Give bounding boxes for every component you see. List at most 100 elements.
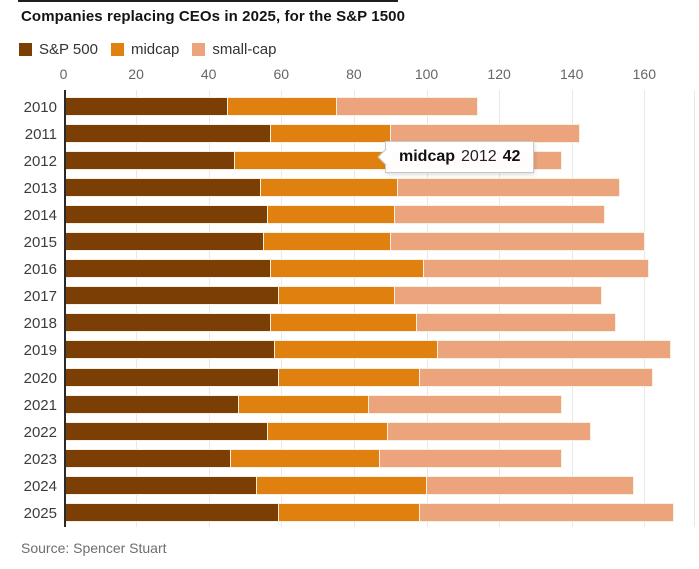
legend-swatch-midcap	[110, 43, 124, 56]
x-tick-label-160: 160	[632, 66, 656, 82]
bar-segment-midcap-2012[interactable]	[235, 151, 388, 171]
tooltip-value: 42	[502, 148, 521, 165]
bar-segment-midcap-2014[interactable]	[267, 205, 395, 225]
bar-segment-midcap-2010[interactable]	[227, 97, 337, 116]
y-axis-label-2022: 2022	[23, 423, 57, 441]
bar-segment-smallcap-2019[interactable]	[438, 340, 671, 360]
bar-segment-sp500-2025[interactable]	[64, 502, 279, 522]
bar-segment-sp500-2012[interactable]	[64, 151, 236, 171]
tooltip-year: 2012	[461, 148, 497, 165]
bar-segment-sp500-2023[interactable]	[64, 448, 232, 468]
bar-segment-midcap-2015[interactable]	[264, 232, 392, 252]
bar-segment-midcap-2017[interactable]	[278, 286, 395, 306]
bar-segment-smallcap-2016[interactable]	[423, 259, 649, 279]
bar-segment-midcap-2018[interactable]	[271, 313, 417, 333]
tooltip: midcap 2012 42	[377, 141, 535, 173]
bar-segment-midcap-2011[interactable]	[271, 124, 392, 144]
bar-segment-smallcap-2014[interactable]	[394, 205, 606, 225]
bar-row-2020	[64, 367, 653, 387]
bar-segment-sp500-2016[interactable]	[64, 259, 272, 279]
y-axis-label-2025: 2025	[23, 504, 57, 522]
legend: S&P 500 midcap small-cap	[19, 41, 277, 58]
legend-swatch-smallcap	[192, 43, 206, 56]
bar-segment-sp500-2019[interactable]	[64, 340, 276, 360]
bar-segment-smallcap-2023[interactable]	[380, 448, 562, 468]
gridline	[644, 90, 646, 527]
bar-segment-smallcap-2017[interactable]	[394, 286, 602, 306]
bar-row-2022	[64, 421, 591, 441]
bar-row-2023	[64, 448, 562, 468]
bar-segment-midcap-2020[interactable]	[278, 367, 421, 387]
x-tick-label-20: 20	[128, 66, 144, 82]
bar-segment-sp500-2024[interactable]	[64, 475, 257, 495]
bar-segment-sp500-2022[interactable]	[64, 421, 268, 441]
bar-segment-smallcap-2021[interactable]	[369, 394, 562, 414]
bar-segment-sp500-2020[interactable]	[64, 367, 279, 387]
bar-segment-smallcap-2024[interactable]	[427, 475, 635, 495]
bar-segment-midcap-2021[interactable]	[238, 394, 370, 414]
x-axis-tick-labels: 0 20 40 60 80 100 120 140 160	[0, 66, 699, 84]
bar-segment-midcap-2022[interactable]	[267, 421, 388, 441]
y-axis-label-2010: 2010	[23, 99, 57, 116]
bar-row-2018	[64, 313, 617, 333]
x-tick-label-60: 60	[273, 66, 290, 82]
y-axis-line	[63, 90, 66, 527]
legend-item-sp500[interactable]: S&P 500	[19, 41, 98, 58]
legend-item-midcap[interactable]: midcap	[110, 41, 180, 58]
plot-area: midcap 2012 42 2010 2011 2012 2013 2014 2015 2…	[0, 90, 699, 528]
bar-segment-midcap-2025[interactable]	[278, 502, 421, 522]
x-tick-label-140: 140	[560, 66, 584, 82]
x-tick-label-80: 80	[346, 66, 362, 82]
x-tick-label-0: 0	[59, 66, 68, 82]
y-axis-label-2020: 2020	[23, 369, 57, 387]
bar-row-2016	[64, 259, 649, 279]
bar-row-2019	[64, 340, 671, 360]
tooltip-series: midcap	[399, 148, 456, 165]
bar-segment-sp500-2015[interactable]	[64, 232, 265, 252]
bar-segment-smallcap-2015[interactable]	[391, 232, 646, 252]
bar-segment-sp500-2013[interactable]	[64, 178, 261, 198]
bar-segment-midcap-2023[interactable]	[231, 448, 381, 468]
y-axis-label-2013: 2013	[23, 180, 57, 198]
y-axis-label-2018: 2018	[23, 315, 57, 333]
bar-segment-sp500-2018[interactable]	[64, 313, 272, 333]
bar-row-2024	[64, 475, 635, 495]
bar-segment-smallcap-2025[interactable]	[420, 502, 675, 522]
chart-title: Companies replacing CEOs in 2025, for th…	[21, 8, 406, 25]
legend-swatch-sp500	[19, 43, 32, 56]
gridline	[353, 90, 355, 527]
bar-row-2021	[64, 394, 562, 414]
y-axis-label-2017: 2017	[23, 288, 57, 306]
legend-label-midcap: midcap	[130, 41, 180, 58]
bar-segment-smallcap-2022[interactable]	[387, 421, 591, 441]
y-axis-label-2014: 2014	[23, 207, 57, 225]
x-tick-label-120: 120	[487, 66, 511, 82]
bar-segment-sp500-2010[interactable]	[64, 97, 228, 116]
y-axis-label-2015: 2015	[23, 234, 57, 252]
bar-row-2010	[64, 97, 479, 116]
bar-segment-smallcap-2020[interactable]	[420, 367, 653, 387]
gridline	[208, 90, 210, 527]
y-axis-label-2016: 2016	[23, 261, 57, 279]
bar-segment-sp500-2017[interactable]	[64, 286, 279, 306]
legend-label-smallcap: small-cap	[212, 41, 277, 58]
bar-row-2013	[64, 178, 620, 198]
x-tick-label-100: 100	[414, 66, 439, 82]
bar-segment-smallcap-2010[interactable]	[336, 97, 479, 116]
bar-segment-midcap-2024[interactable]	[256, 475, 428, 495]
gridline	[694, 90, 695, 527]
bar-segment-sp500-2021[interactable]	[64, 394, 239, 414]
bar-row-2014	[64, 205, 606, 225]
x-tick-label-40: 40	[200, 66, 217, 82]
bar-segment-midcap-2016[interactable]	[271, 259, 424, 279]
bar-segment-smallcap-2013[interactable]	[398, 178, 620, 198]
bar-segment-midcap-2019[interactable]	[275, 340, 439, 360]
legend-item-smallcap[interactable]: small-cap	[192, 41, 277, 58]
bar-segment-midcap-2013[interactable]	[260, 178, 399, 198]
bar-segment-smallcap-2018[interactable]	[416, 313, 617, 333]
y-axis-label-2011: 2011	[24, 126, 57, 144]
bar-segment-sp500-2014[interactable]	[64, 205, 268, 225]
bar-segment-sp500-2011[interactable]	[64, 124, 272, 144]
gridline	[499, 90, 501, 527]
